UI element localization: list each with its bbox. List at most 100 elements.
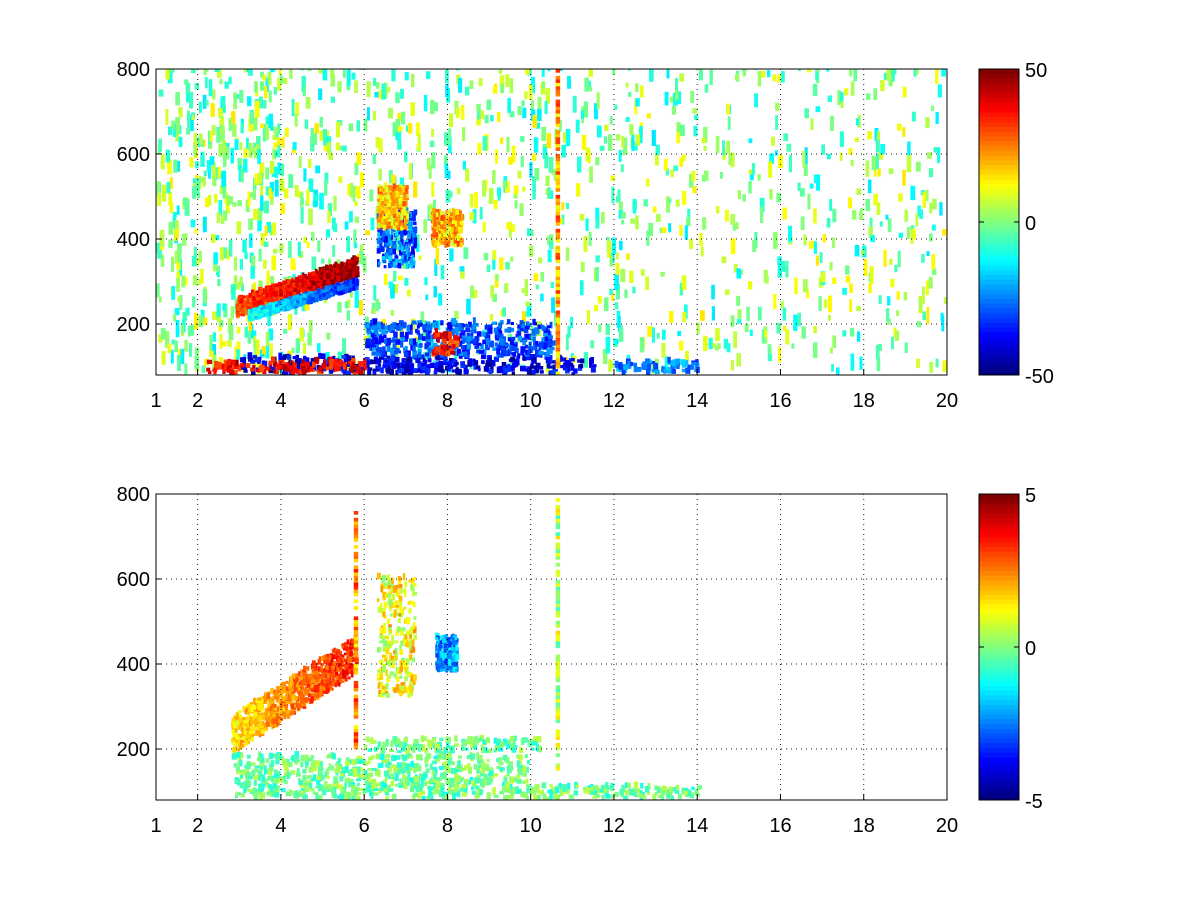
heatmap-cell — [942, 360, 947, 373]
heatmap-cell — [733, 331, 738, 348]
heatmap-cell — [375, 81, 380, 89]
heatmap-cell — [618, 149, 622, 162]
heatmap-cell — [521, 100, 525, 107]
heatmap-cell — [688, 173, 694, 188]
heatmap-cell — [286, 280, 290, 286]
heatmap-cell — [248, 355, 252, 362]
heatmap-cell — [342, 289, 346, 293]
heatmap-cell — [320, 270, 324, 276]
heatmap-cell — [448, 128, 452, 146]
heatmap-cell — [708, 337, 713, 350]
heatmap-cell — [323, 179, 328, 196]
heatmap-cell — [257, 291, 262, 297]
heatmap-cell — [530, 369, 536, 375]
heatmap-cell — [376, 245, 380, 250]
heatmap-cell — [240, 168, 244, 183]
heatmap-cell — [446, 212, 450, 219]
heatmap-cell — [339, 367, 343, 371]
heatmap-cell — [229, 370, 235, 375]
heatmap-cell — [493, 356, 499, 362]
heatmap-cell — [245, 363, 251, 368]
heatmap-cell — [517, 170, 522, 179]
heatmap-cell — [298, 251, 304, 258]
heatmap-cell — [810, 118, 814, 131]
heatmap-cell — [409, 215, 413, 221]
heatmap-cell — [325, 366, 329, 371]
heatmap-cell — [682, 311, 687, 323]
heatmap-cell — [453, 334, 458, 341]
heatmap-cell — [603, 297, 609, 312]
heatmap-cell — [870, 235, 875, 243]
heatmap-cell — [596, 125, 602, 138]
heatmap-cell — [185, 307, 190, 316]
heatmap-cell — [630, 218, 636, 224]
heatmap-cell — [242, 356, 246, 364]
heatmap-cell — [398, 192, 402, 200]
heatmap-cell — [264, 225, 268, 236]
heatmap-cell — [456, 107, 460, 119]
heatmap-cell — [530, 362, 534, 366]
heatmap-cell — [354, 216, 360, 223]
heatmap-cell — [772, 74, 777, 82]
heatmap-cell — [269, 276, 275, 284]
heatmap-cell — [440, 215, 443, 221]
heatmap-cell — [410, 102, 415, 116]
heatmap-cell — [588, 69, 593, 77]
heatmap-cell — [346, 370, 352, 375]
heatmap-cell — [928, 168, 934, 178]
heatmap-cell — [535, 122, 541, 129]
heatmap-cell — [746, 306, 750, 321]
heatmap-cell — [321, 280, 324, 285]
heatmap-cell — [404, 346, 408, 352]
heatmap-cell — [371, 351, 377, 356]
heatmap-cell — [492, 252, 496, 270]
heatmap-cell — [567, 76, 572, 89]
heatmap-cell — [379, 229, 384, 236]
heatmap-cell — [471, 324, 477, 330]
heatmap-cell — [522, 339, 526, 346]
heatmap-cell — [532, 114, 538, 128]
heatmap-cell — [462, 323, 466, 328]
heatmap-cell — [319, 291, 323, 297]
heatmap-cell — [290, 304, 295, 308]
heatmap-cell — [391, 242, 395, 249]
heatmap-cell — [461, 335, 467, 339]
heatmap-cell — [568, 362, 574, 366]
heatmap-cell — [452, 214, 457, 221]
heatmap-cell — [492, 250, 497, 260]
heatmap-cell — [620, 211, 626, 219]
heatmap-cell — [487, 326, 493, 333]
heatmap-cell — [354, 256, 358, 262]
heatmap-cell — [383, 200, 388, 204]
heatmap-cell — [312, 271, 316, 277]
heatmap-cell — [242, 239, 247, 253]
heatmap-cell — [482, 348, 487, 355]
heatmap-cell — [511, 224, 516, 233]
heatmap-cell — [391, 337, 396, 343]
heatmap-cell — [485, 339, 491, 343]
heatmap-cell — [400, 258, 404, 266]
heatmap-cell — [430, 233, 434, 239]
heatmap-cell — [476, 349, 481, 354]
heatmap-cell — [427, 358, 432, 363]
heatmap-cell — [292, 288, 296, 293]
heatmap-cell — [302, 291, 307, 296]
heatmap-cell — [839, 152, 843, 162]
heatmap-cell — [318, 285, 323, 290]
heatmap-cell — [558, 120, 562, 132]
heatmap-cell — [281, 137, 285, 148]
heatmap-cell — [340, 261, 344, 267]
heatmap-cell — [259, 162, 265, 179]
heatmap-cell — [330, 96, 336, 103]
heatmap-cell — [576, 183, 581, 197]
heatmap-cell — [606, 240, 612, 258]
heatmap-cell — [318, 294, 322, 300]
heatmap-cell — [621, 367, 626, 375]
heatmap-cell — [311, 280, 315, 286]
heatmap-cell — [250, 255, 256, 271]
heatmap-cell — [283, 289, 287, 293]
heatmap-cell — [386, 86, 391, 93]
heatmap-cell — [804, 108, 809, 119]
heatmap-cell — [432, 199, 437, 215]
heatmap-cell — [272, 248, 278, 254]
